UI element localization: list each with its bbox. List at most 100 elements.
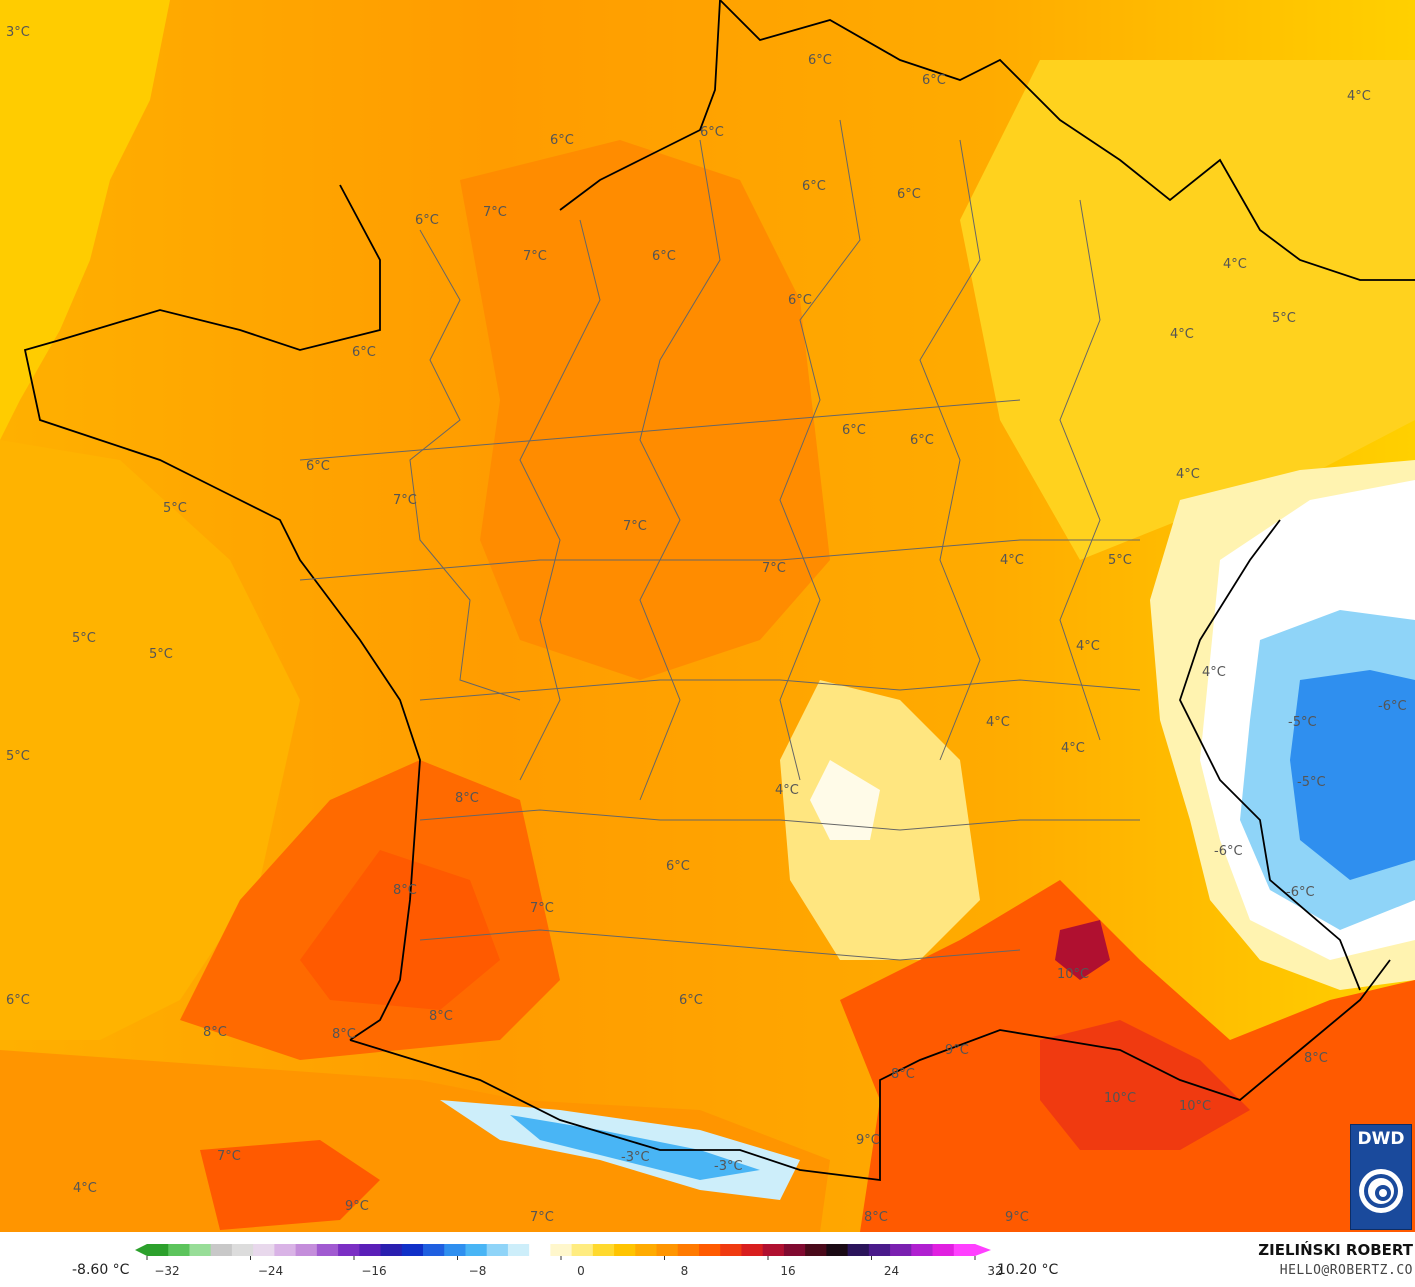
temperature-label: 4°C <box>1347 89 1371 104</box>
temperature-label: 8°C <box>393 883 417 898</box>
scale-swatch <box>529 1244 551 1256</box>
sea-region-cool <box>0 0 170 440</box>
temperature-label: 7°C <box>762 561 786 576</box>
scale-swatch <box>911 1244 934 1256</box>
temperature-label: 4°C <box>73 1181 97 1196</box>
temperature-label: -3°C <box>621 1150 650 1165</box>
temperature-label: 7°C <box>530 901 554 916</box>
warm-zone-landes <box>300 850 500 1010</box>
temperature-label: 4°C <box>1076 639 1100 654</box>
temperature-label: 4°C <box>986 715 1010 730</box>
scale-tick-label: −32 <box>154 1264 179 1278</box>
temperature-label: 5°C <box>72 631 96 646</box>
temperature-label: 6°C <box>6 993 30 1008</box>
temperature-label: 6°C <box>897 187 921 202</box>
dwd-logo-text: DWD <box>1357 1129 1405 1149</box>
author-email: HELLO@ROBERTZ.CO <box>1279 1263 1413 1278</box>
scale-swatch <box>423 1244 445 1256</box>
scale-swatch <box>656 1244 679 1256</box>
temperature-label: 10°C <box>1179 1099 1211 1114</box>
scale-arrow-right <box>975 1244 991 1256</box>
temperature-label: 6°C <box>802 179 826 194</box>
scale-swatch <box>571 1244 594 1256</box>
temperature-label: 4°C <box>1000 553 1024 568</box>
temperature-label: 6°C <box>666 859 690 874</box>
cool-zone-massif-central <box>780 680 980 960</box>
scale-swatch <box>465 1244 488 1256</box>
scale-swatch <box>338 1244 360 1256</box>
scale-swatch <box>486 1244 509 1256</box>
cool-zone-northeast <box>960 60 1415 560</box>
scale-swatch <box>401 1244 424 1256</box>
legend-footer: -8.60 °C −32 −24 −16 −8 0 8 16 24 32 10.20 °C ZI… <box>0 1232 1415 1287</box>
hot-spot-rhone <box>1055 920 1110 980</box>
scale-tick-label: 24 <box>884 1264 899 1278</box>
scale-swatch <box>614 1244 636 1256</box>
scale-swatch <box>253 1244 275 1256</box>
scale-tick-label: 0 <box>577 1264 585 1278</box>
temperature-label: 6°C <box>352 345 376 360</box>
temperature-label: -5°C <box>1297 775 1326 790</box>
scale-tick-label: 16 <box>780 1264 795 1278</box>
snow-massif-central <box>810 760 880 840</box>
warm-zone-center <box>460 140 830 680</box>
cold-pyrenees-core <box>510 1115 760 1180</box>
temperature-label: 7°C <box>217 1149 241 1164</box>
temperature-label: 7°C <box>483 205 507 220</box>
temperature-label: 5°C <box>163 501 187 516</box>
dwd-swirl-icon <box>1359 1169 1403 1213</box>
temperature-label: 8°C <box>864 1210 888 1225</box>
border-swiss-italian <box>1179 519 1361 991</box>
legend-max-value: 10.20 °C <box>997 1262 1059 1278</box>
temperature-label: 9°C <box>345 1199 369 1214</box>
temperature-label: 4°C <box>1223 257 1247 272</box>
scale-swatch <box>932 1244 955 1256</box>
temperature-labels: 3°C 6°C 6°C 4°C 6°C 6°C 6°C 6°C 6°C 7°C 7°C 4°C 6°C 5… <box>6 25 1407 1225</box>
scale-swatch <box>295 1244 318 1256</box>
scale-swatch <box>635 1244 658 1256</box>
temperature-label: 9°C <box>945 1043 969 1058</box>
scale-swatch <box>720 1244 742 1256</box>
sea-region-bay <box>0 440 300 1040</box>
scale-tick-label: 8 <box>681 1264 689 1278</box>
map-canvas: 3°C 6°C 6°C 4°C 6°C 6°C 6°C 6°C 6°C 7°C 7°C 4°C 6°C 5… <box>0 0 1415 1232</box>
scale-swatch <box>231 1244 254 1256</box>
scale-swatch <box>189 1244 212 1256</box>
temperature-label: 3°C <box>6 25 30 40</box>
temperature-label: 9°C <box>1005 1210 1029 1225</box>
temperature-label: 5°C <box>1108 553 1132 568</box>
temperature-label: 7°C <box>530 1210 554 1225</box>
temperature-label: 8°C <box>891 1067 915 1082</box>
temperature-label: 7°C <box>393 493 417 508</box>
scale-tick-label: −24 <box>258 1264 283 1278</box>
coastline-mediterranean-border <box>349 959 1391 1182</box>
temperature-label: -6°C <box>1286 885 1315 900</box>
temperature-label: 6°C <box>842 423 866 438</box>
temperature-label: 5°C <box>1272 311 1296 326</box>
scale-swatch <box>826 1244 849 1256</box>
temperature-label: 6°C <box>550 133 574 148</box>
temperature-label: 9°C <box>856 1133 880 1148</box>
temperature-label: 4°C <box>1170 327 1194 342</box>
scale-swatch <box>699 1244 721 1256</box>
temperature-label: 6°C <box>922 73 946 88</box>
temperature-label: 10°C <box>1104 1091 1136 1106</box>
temperature-label: 6°C <box>788 293 812 308</box>
color-scale-bar: −32 −24 −16 −8 0 8 16 24 32 <box>135 1244 1003 1278</box>
temperature-label: 10°C <box>1057 967 1089 982</box>
temperature-label: 6°C <box>306 459 330 474</box>
scale-swatch <box>890 1244 912 1256</box>
legend-min-value: -8.60 °C <box>72 1262 130 1278</box>
dwd-logo: DWD <box>1350 1124 1412 1230</box>
temperature-label: 6°C <box>910 433 934 448</box>
temperature-label: 8°C <box>203 1025 227 1040</box>
scale-swatch <box>783 1244 806 1256</box>
temperature-label: -3°C <box>714 1159 743 1174</box>
temperature-label: 6°C <box>700 125 724 140</box>
scale-arrow-left <box>135 1244 147 1256</box>
scale-swatch <box>168 1244 190 1256</box>
temperature-label: -6°C <box>1378 699 1407 714</box>
temperature-label: -5°C <box>1288 715 1317 730</box>
scale-tick-label: 32 <box>987 1264 1002 1278</box>
scale-tick-label: −16 <box>361 1264 386 1278</box>
